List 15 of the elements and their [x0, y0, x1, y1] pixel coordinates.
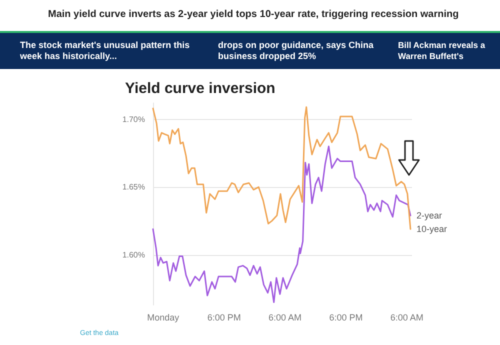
x-tick-label: 6:00 AM	[268, 312, 302, 322]
y-tick-label: 1.65%	[122, 182, 145, 192]
x-tick-label: 6:00 AM	[390, 312, 424, 322]
y-tick-label: 1.60%	[122, 250, 145, 260]
x-tick-label: 6:00 PM	[207, 312, 241, 322]
text: Main yield curve inverts as 2-year yield tops 10-year rate, triggering recession warning	[48, 9, 459, 20]
chart-title: Yield curve inversion	[125, 80, 276, 97]
series-label: 10-year	[416, 224, 447, 234]
text: The stock market's unusual pattern this week has historically...	[20, 40, 190, 62]
series-label: 2-year	[416, 210, 442, 221]
x-tick-label: Monday	[147, 312, 180, 322]
text: drops on poor guidance, says China business dropped 25%	[218, 40, 375, 62]
x-tick-label: 6:00 PM	[329, 312, 363, 322]
y-tick-label: 1.70%	[122, 114, 145, 124]
text: Bill Ackman reveals a Warren Buffett's	[398, 40, 486, 62]
